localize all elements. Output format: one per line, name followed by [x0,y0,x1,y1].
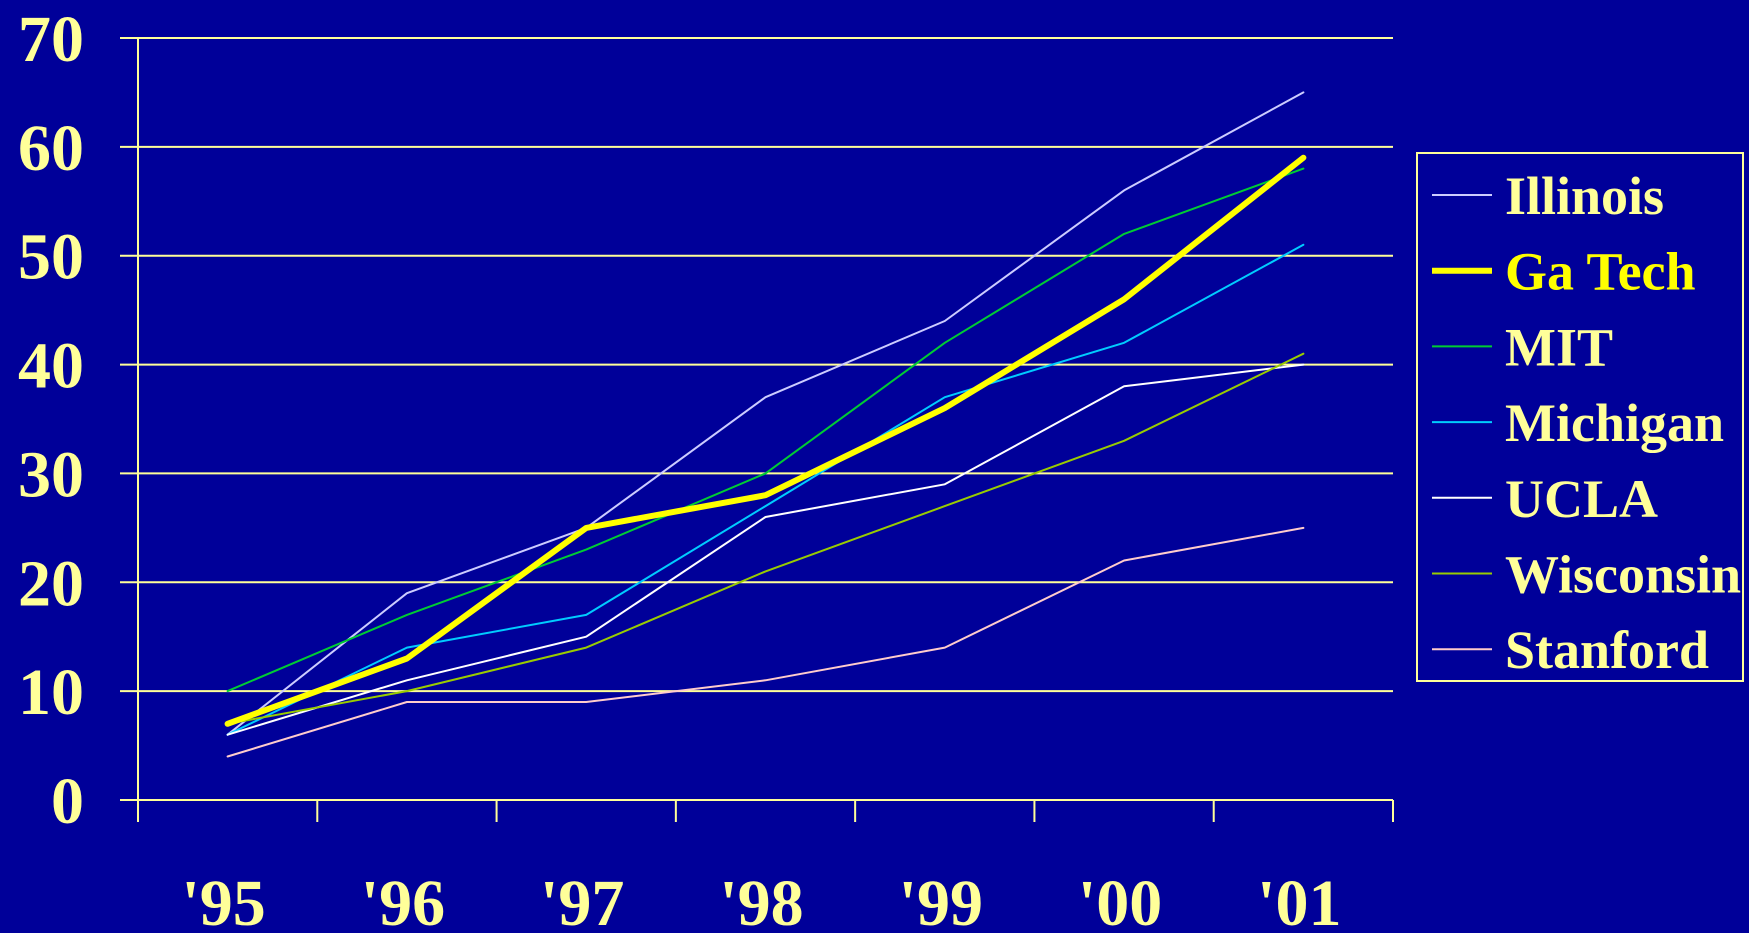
x-tick-label: '95 [181,867,265,933]
series-line-illinois [226,91,1305,736]
series-line-mit [226,167,1305,693]
y-tick-label: 60 [18,112,84,185]
series-lines [224,91,1307,758]
legend-label-wisconsin: Wisconsin [1505,545,1741,605]
y-tick-labels: 0 10 20 30 40 50 60 70 [18,3,84,838]
y-tick-label: 30 [18,438,84,511]
x-tick-label: '00 [1078,867,1162,933]
series-line-wisconsin [226,352,1305,725]
legend-label-stanford: Stanford [1505,620,1709,680]
legend-box [1416,152,1744,682]
y-tick-label: 20 [18,547,84,620]
series-line-ga-tech [224,154,1307,727]
series-line-michigan [226,243,1305,736]
legend-label-ga-tech: Ga Tech [1505,242,1696,302]
x-tick-label: '97 [540,867,624,933]
series-line-stanford [226,526,1305,758]
legend-label-michigan: Michigan [1505,393,1724,453]
x-tick-labels: '95 '96 '97 '98 '99 '00 '01 [181,867,1341,933]
axes [120,37,1394,822]
legend-label-illinois: Illinois [1505,166,1664,226]
x-tick-label: '98 [719,867,803,933]
gridlines [138,37,1393,693]
y-tick-label: 0 [51,765,84,838]
x-tick-label: '96 [361,867,445,933]
series-line-ucla [226,363,1305,736]
y-tick-label: 50 [18,221,84,294]
legend-label-mit: MIT [1505,317,1613,377]
legend-label-ucla: UCLA [1505,469,1658,529]
legend: Illinois Ga Tech MIT Michigan UCLA Wisconsin S… [1416,152,1744,682]
y-tick-label: 40 [18,330,84,403]
y-tick-label: 10 [18,656,84,729]
y-tick-label: 70 [18,3,84,76]
x-tick-label: '01 [1257,867,1341,933]
x-tick-label: '99 [899,867,983,933]
